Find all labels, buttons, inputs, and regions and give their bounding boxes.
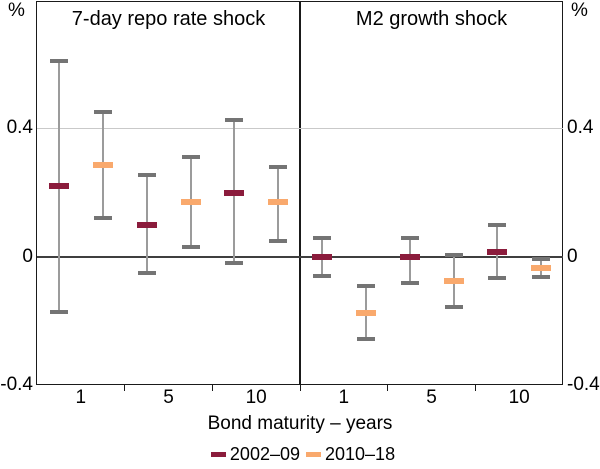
x-axis-tick: [387, 385, 389, 391]
whisker-cap-bottom: [225, 261, 244, 266]
center-marker: [92, 162, 113, 169]
panel-divider: [299, 2, 301, 385]
center-marker: [180, 199, 201, 206]
legend-swatch-2002-09: [210, 451, 226, 457]
whisker-cap-bottom: [532, 274, 551, 279]
legend-swatch-2010-18: [306, 451, 321, 457]
legend-label-2002-09: 2002–09: [229, 444, 300, 464]
whisker-line: [408, 237, 411, 283]
whisker-cap-top: [93, 110, 112, 115]
whisker-cap-bottom: [312, 274, 331, 279]
plot-area: 7-day repo rate shock M2 growth shock: [37, 2, 563, 391]
y-tick-label-right-0: 0: [567, 246, 578, 267]
whisker-cap-bottom: [488, 275, 507, 280]
y-tick-label-left-0.4: 0.4: [6, 117, 33, 138]
whisker-cap-bottom: [49, 309, 68, 314]
x-tick-label: 5: [426, 387, 437, 408]
gridline: [37, 128, 563, 130]
x-axis-tick: [299, 385, 301, 391]
zero-line: [37, 256, 563, 258]
whisker-cap-top: [488, 222, 507, 227]
center-marker: [311, 254, 332, 260]
center-marker: [443, 278, 464, 285]
y-tick-label-left-neg0.4: -0.4: [0, 374, 33, 395]
whisker-cap-bottom: [356, 336, 375, 341]
x-axis-tick: [211, 385, 213, 391]
center-marker: [531, 264, 552, 271]
whisker-cap-top: [269, 165, 288, 170]
panel-title-repo-shock: 7-day repo rate shock: [71, 8, 266, 30]
whisker-cap-top: [400, 235, 419, 240]
x-axis-tick: [124, 385, 126, 391]
whisker-cap-top: [356, 283, 375, 288]
whisker-cap-bottom: [93, 216, 112, 221]
legend-label-2010-18: 2010–18: [325, 444, 396, 464]
x-axis-label: Bond maturity – years: [207, 413, 393, 434]
x-tick-label: 5: [163, 387, 174, 408]
x-tick-label: 1: [75, 387, 87, 408]
whisker-cap-top: [312, 235, 331, 240]
panel-title-m2-shock: M2 growth shock: [355, 8, 508, 30]
y-tick-label-right-neg0.4: -0.4: [567, 374, 600, 395]
whisker-cap-bottom: [444, 304, 463, 309]
whisker-cap-top: [49, 59, 68, 64]
x-tick-label: 10: [245, 387, 267, 408]
whisker-cap-bottom: [181, 245, 200, 250]
x-tick-label: 10: [508, 387, 530, 408]
center-marker: [399, 254, 420, 260]
center-marker: [487, 249, 508, 256]
x-tick-label: 1: [338, 387, 350, 408]
center-marker: [224, 189, 245, 196]
whisker-cap-top: [532, 256, 551, 261]
whisker-cap-top: [444, 253, 463, 258]
center-marker: [136, 221, 157, 228]
whisker-cap-bottom: [137, 271, 156, 276]
whisker-cap-top: [225, 118, 244, 123]
whisker-cap-top: [181, 155, 200, 160]
y-tick-label-right-0.4: 0.4: [567, 117, 594, 138]
whisker-cap-bottom: [269, 238, 288, 243]
center-marker: [355, 310, 376, 317]
y-tick-label-left-0: 0: [22, 246, 33, 267]
center-marker: [268, 199, 289, 206]
legend: 2002–09 2010–18: [0, 444, 600, 464]
y-axis-unit-left: %: [8, 0, 25, 21]
center-marker: [48, 183, 69, 190]
x-axis-tick: [474, 385, 476, 391]
whisker-cap-bottom: [400, 280, 419, 285]
whisker-cap-top: [137, 173, 156, 178]
y-axis-unit-right: %: [571, 0, 588, 21]
